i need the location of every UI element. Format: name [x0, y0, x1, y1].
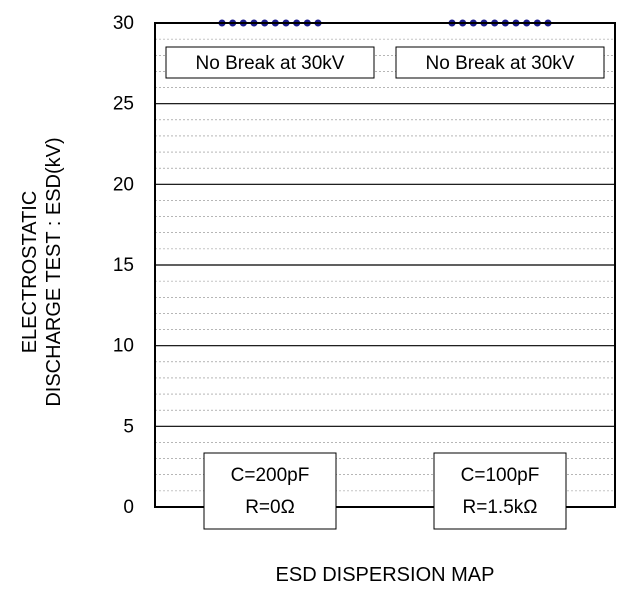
annotations: No Break at 30kV No Break at 30kV	[165, 46, 605, 79]
y-tick-label: 20	[113, 174, 134, 195]
y-tick-labels: 0 5 10 15 20 25 30	[113, 13, 134, 518]
y-tick-label: 0	[123, 497, 134, 518]
y-tick-label: 5	[123, 416, 134, 437]
grid-layer	[155, 38, 615, 492]
category-label-line1: C=200pF	[231, 465, 310, 486]
y-tick-label: 25	[113, 94, 134, 115]
category-labels: C=200pF R=0Ω C=100pF R=1.5kΩ	[203, 452, 567, 530]
y-tick-label: 10	[113, 336, 134, 357]
category-label-line1: C=100pF	[461, 465, 540, 486]
category-label-line2: R=1.5kΩ	[463, 497, 538, 518]
annotation-text: No Break at 30kV	[426, 53, 575, 74]
annotation-text: No Break at 30kV	[196, 53, 345, 74]
y-tick-label: 15	[113, 255, 134, 276]
category-label-line2: R=0Ω	[245, 497, 295, 518]
category-label-box	[203, 452, 337, 530]
y-tick-label: 30	[113, 13, 134, 34]
y-axis-label-line1: ELECTROSTATIC	[19, 191, 41, 354]
y-axis-label-line2: DISCHARGE TEST : ESD(kV)	[43, 137, 65, 406]
x-axis-label: ESD DISPERSION MAP	[276, 564, 495, 586]
annotation-box	[165, 46, 375, 79]
annotation-box	[395, 46, 605, 79]
category-label-box	[433, 452, 567, 530]
plot-frame	[154, 22, 616, 508]
